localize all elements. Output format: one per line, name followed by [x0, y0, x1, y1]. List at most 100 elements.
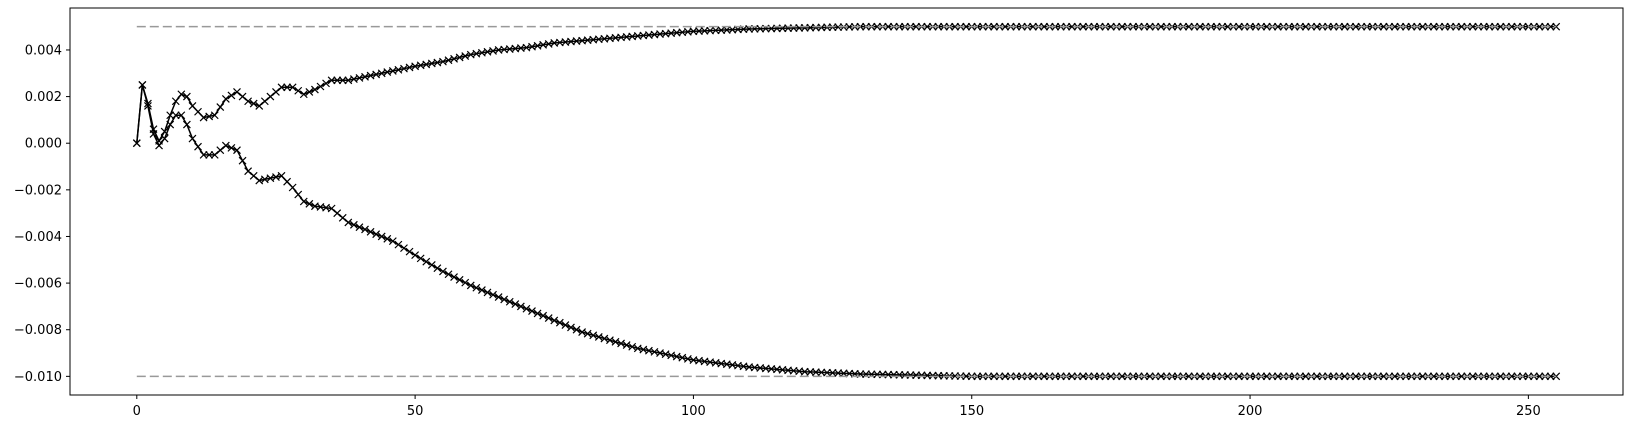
point-marker — [272, 88, 280, 96]
point-marker — [1273, 372, 1282, 381]
point-marker — [567, 323, 575, 332]
point-marker — [606, 336, 614, 345]
point-marker — [216, 103, 225, 112]
point-marker — [622, 341, 631, 350]
point-marker — [366, 227, 375, 236]
y-tick-label: 0.000 — [25, 137, 62, 152]
point-marker — [466, 281, 475, 290]
point-marker — [238, 156, 247, 165]
x-tick-label: 0 — [133, 404, 141, 419]
point-marker — [1234, 22, 1243, 31]
point-marker — [205, 150, 214, 159]
point-marker — [1029, 372, 1037, 381]
point-marker — [505, 297, 514, 306]
point-marker — [533, 309, 542, 318]
point-marker — [221, 94, 230, 103]
point-marker — [477, 286, 486, 295]
point-marker — [416, 254, 425, 263]
point-marker — [221, 141, 230, 150]
point-marker — [1223, 22, 1232, 31]
y-tick-label: 0.002 — [25, 90, 62, 105]
point-marker — [1312, 22, 1321, 31]
x-tick-label: 200 — [1238, 404, 1263, 419]
point-marker — [171, 111, 180, 120]
point-marker — [912, 22, 921, 31]
point-marker — [182, 120, 191, 129]
point-marker — [628, 342, 637, 351]
point-marker — [1546, 22, 1555, 31]
point-marker — [511, 300, 520, 309]
point-marker — [572, 325, 581, 334]
point-marker — [238, 92, 247, 101]
point-marker — [338, 76, 347, 85]
point-marker — [299, 197, 308, 206]
point-marker — [260, 97, 269, 106]
point-marker — [149, 129, 158, 138]
point-marker — [333, 76, 342, 85]
y-tick-label: −0.004 — [14, 230, 62, 245]
point-marker — [177, 90, 186, 99]
point-marker — [400, 244, 408, 253]
point-marker — [1068, 372, 1076, 381]
x-axis: 0 50 100 150 200 250 — [133, 395, 1541, 419]
point-marker — [299, 90, 308, 99]
point-marker — [516, 302, 525, 311]
point-marker — [144, 101, 152, 110]
point-marker — [555, 318, 564, 327]
point-marker — [1418, 372, 1427, 381]
point-marker — [411, 251, 420, 260]
point-marker — [322, 79, 330, 88]
point-marker — [1157, 372, 1165, 381]
point-marker — [539, 311, 548, 320]
point-marker — [1184, 22, 1193, 31]
point-marker — [233, 88, 241, 96]
point-marker — [1507, 372, 1516, 381]
point-marker — [1029, 22, 1037, 31]
point-marker — [1457, 372, 1466, 381]
point-marker — [372, 230, 381, 239]
point-marker — [1351, 372, 1360, 381]
y-tick-label: −0.002 — [14, 183, 62, 198]
point-marker — [355, 223, 364, 232]
point-marker — [294, 86, 303, 95]
point-marker — [277, 83, 286, 92]
point-marker — [1196, 22, 1204, 31]
point-marker — [1351, 22, 1360, 31]
point-marker — [383, 234, 392, 243]
point-marker — [923, 22, 932, 31]
point-marker — [405, 247, 414, 256]
point-marker — [583, 329, 592, 338]
point-marker — [166, 120, 175, 129]
point-marker — [1118, 22, 1126, 31]
point-marker — [394, 240, 403, 249]
point-marker — [544, 314, 553, 322]
point-marker — [1390, 22, 1399, 31]
point-marker — [194, 142, 202, 151]
point-marker — [884, 22, 893, 31]
point-marker — [244, 97, 253, 106]
point-marker — [990, 372, 998, 381]
point-marker — [294, 190, 303, 199]
point-marker — [305, 88, 314, 96]
point-marker — [1157, 22, 1165, 31]
x-tick-label: 150 — [959, 404, 984, 419]
point-marker — [528, 307, 536, 315]
point-marker — [1418, 22, 1427, 31]
point-marker — [1234, 372, 1243, 381]
point-marker — [422, 257, 431, 266]
point-marker — [288, 83, 297, 92]
axes-frame — [69, 7, 1624, 396]
point-marker — [617, 339, 625, 348]
point-marker — [182, 92, 191, 101]
y-tick-label: −0.006 — [14, 277, 62, 292]
point-marker — [1118, 372, 1126, 381]
point-marker — [1184, 372, 1193, 381]
point-marker — [155, 141, 163, 150]
point-marker — [1429, 372, 1438, 381]
point-marker — [1379, 22, 1388, 31]
plot-area — [132, 22, 1561, 381]
point-marker — [873, 22, 882, 31]
point-marker — [1262, 22, 1271, 31]
point-marker — [951, 22, 959, 31]
point-marker — [166, 111, 175, 120]
